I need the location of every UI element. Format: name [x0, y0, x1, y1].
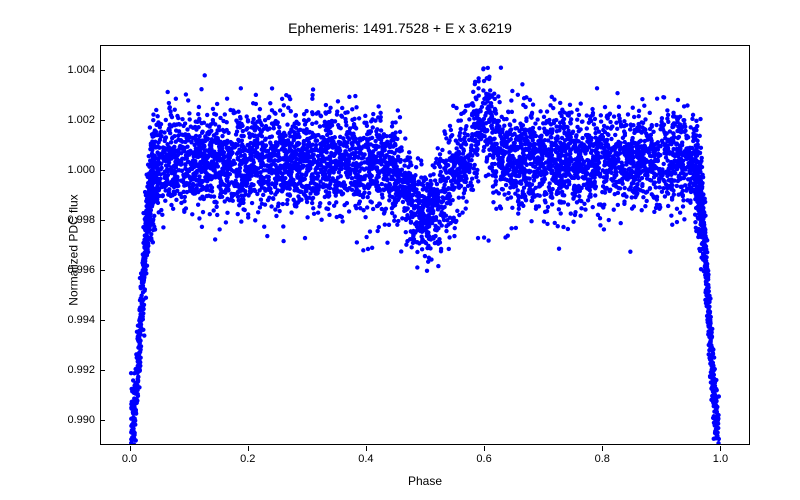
y-tick-label: 1.002 — [55, 114, 95, 126]
x-tick-label: 0.4 — [358, 453, 373, 465]
chart-container: Ephemeris: 1491.7528 + E x 3.6219 Normal… — [0, 0, 800, 500]
chart-title: Ephemeris: 1491.7528 + E x 3.6219 — [0, 20, 800, 36]
x-tick-label: 0.2 — [240, 453, 255, 465]
scatter-plot — [101, 46, 749, 444]
x-tick-label: 0.8 — [595, 453, 610, 465]
x-axis-label: Phase — [100, 474, 750, 488]
x-tick-label: 1.0 — [713, 453, 728, 465]
y-tick-label: 0.996 — [55, 264, 95, 276]
x-tick-label: 0.6 — [476, 453, 491, 465]
y-tick-label: 0.992 — [55, 364, 95, 376]
y-tick-label: 0.998 — [55, 214, 95, 226]
x-tick-label: 0.0 — [122, 453, 137, 465]
y-axis-label: Normalized PDC flux — [67, 194, 81, 305]
y-tick-label: 0.994 — [55, 314, 95, 326]
scatter-points — [129, 66, 721, 444]
plot-area — [100, 45, 750, 445]
y-tick-label: 0.990 — [55, 414, 95, 426]
y-tick-label: 1.000 — [55, 164, 95, 176]
y-tick-label: 1.004 — [55, 64, 95, 76]
